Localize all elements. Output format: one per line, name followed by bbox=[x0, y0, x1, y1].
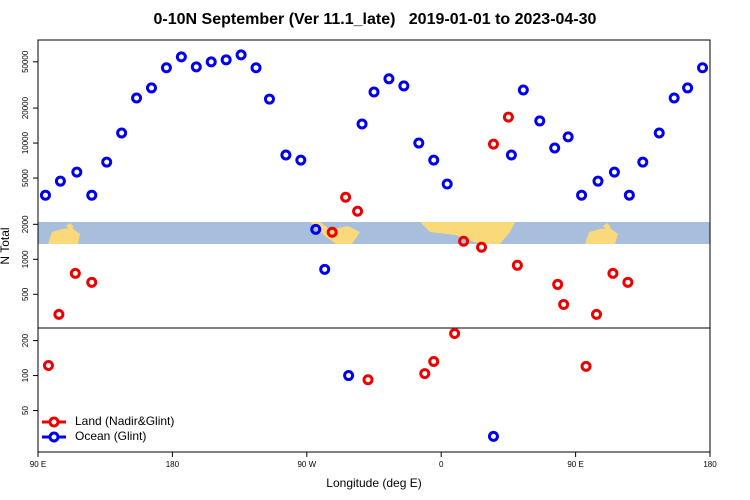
data-point bbox=[53, 308, 65, 320]
y-tick-label: 100 bbox=[21, 368, 30, 382]
data-point bbox=[39, 189, 51, 201]
data-point bbox=[637, 156, 649, 168]
data-point bbox=[131, 92, 143, 104]
data-point bbox=[449, 328, 461, 340]
data-point bbox=[71, 166, 83, 178]
x-tick-label: 90 W bbox=[297, 460, 316, 469]
data-point bbox=[592, 175, 604, 187]
y-axis-label: N Total bbox=[0, 227, 12, 264]
data-point bbox=[205, 56, 217, 68]
data-point bbox=[280, 149, 292, 161]
legend-label: Ocean (Glint) bbox=[75, 429, 146, 443]
data-point bbox=[552, 278, 564, 290]
data-point bbox=[487, 430, 499, 442]
data-point bbox=[42, 360, 54, 372]
legend-marker bbox=[48, 431, 60, 443]
data-point bbox=[356, 118, 368, 130]
legend-label: Land (Nadir&Glint) bbox=[75, 414, 174, 428]
data-point bbox=[668, 92, 680, 104]
data-point bbox=[352, 205, 364, 217]
chart-title: 0-10N September (Ver 11.1_late) 2019-01-… bbox=[154, 11, 597, 28]
data-point bbox=[263, 93, 275, 105]
data-point bbox=[476, 241, 488, 253]
data-point bbox=[549, 142, 561, 154]
x-tick-label: 180 bbox=[703, 460, 717, 469]
data-point bbox=[220, 54, 232, 66]
data-point bbox=[398, 80, 410, 92]
data-point bbox=[160, 62, 172, 74]
data-point bbox=[101, 156, 113, 168]
y-tick-label: 1000 bbox=[21, 250, 30, 268]
y-tick-label: 10000 bbox=[21, 131, 30, 154]
data-point bbox=[319, 263, 331, 275]
data-point bbox=[86, 276, 98, 288]
data-point bbox=[413, 137, 425, 149]
data-point bbox=[69, 267, 81, 279]
plot-frame bbox=[37, 39, 711, 453]
data-point bbox=[235, 49, 247, 61]
data-point bbox=[697, 62, 709, 74]
legend-marker bbox=[48, 416, 60, 428]
data-point bbox=[511, 259, 523, 271]
data-point bbox=[505, 149, 517, 161]
data-point bbox=[383, 73, 395, 85]
data-point bbox=[622, 276, 634, 288]
data-point bbox=[653, 127, 665, 139]
data-point bbox=[362, 374, 374, 386]
map-strip bbox=[38, 222, 710, 244]
data-point bbox=[608, 166, 620, 178]
data-point bbox=[310, 223, 322, 235]
data-point bbox=[591, 308, 603, 320]
data-point bbox=[340, 191, 352, 203]
data-point bbox=[428, 154, 440, 166]
data-point bbox=[54, 175, 66, 187]
x-tick-label: 0 bbox=[439, 460, 444, 469]
x-axis-label: Longitude (deg E) bbox=[326, 476, 421, 490]
data-point bbox=[190, 61, 202, 73]
x-tick-label: 180 bbox=[166, 460, 180, 469]
x-tick-label: 90 E bbox=[567, 460, 583, 469]
data-point bbox=[517, 84, 529, 96]
data-point bbox=[580, 360, 592, 372]
data-point bbox=[116, 127, 128, 139]
y-tick-label: 500 bbox=[21, 287, 30, 301]
data-point bbox=[86, 189, 98, 201]
data-point bbox=[623, 189, 635, 201]
y-tick-label: 5000 bbox=[21, 169, 30, 187]
y-tick-label: 50 bbox=[21, 406, 30, 415]
y-tick-label: 20000 bbox=[21, 96, 30, 119]
y-tick-label: 200 bbox=[21, 333, 30, 347]
data-point bbox=[558, 298, 570, 310]
y-tick-label: 50000 bbox=[21, 50, 30, 73]
data-point bbox=[145, 82, 157, 94]
data-point bbox=[562, 131, 574, 143]
data-point bbox=[607, 267, 619, 279]
data-point bbox=[368, 86, 380, 98]
data-point bbox=[458, 235, 470, 247]
data-point bbox=[682, 82, 694, 94]
data-point bbox=[502, 111, 514, 123]
data-point bbox=[250, 62, 262, 74]
data-point bbox=[343, 370, 355, 382]
data-point bbox=[487, 138, 499, 150]
data-point bbox=[441, 178, 453, 190]
x-tick-label: 90 E bbox=[30, 460, 46, 469]
data-point bbox=[428, 356, 440, 368]
data-point bbox=[175, 51, 187, 63]
data-point bbox=[534, 115, 546, 127]
data-point bbox=[326, 226, 338, 238]
data-point bbox=[295, 154, 307, 166]
y-tick-label: 2000 bbox=[21, 215, 30, 233]
data-point bbox=[576, 189, 588, 201]
data-point bbox=[419, 368, 431, 380]
